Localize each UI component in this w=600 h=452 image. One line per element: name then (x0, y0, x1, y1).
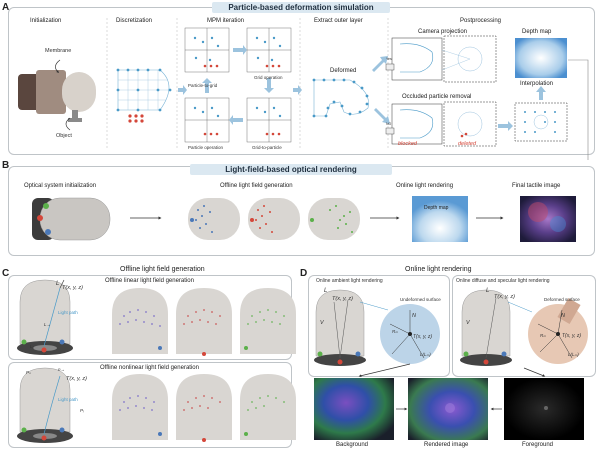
panel-d-ambient-title: Online ambient light rendering (316, 278, 383, 284)
final-tactile-image (520, 196, 576, 242)
light-field-blue (188, 198, 240, 240)
sensor-model (18, 70, 96, 122)
panel-b-letter: B (2, 160, 10, 171)
label-membrane: Membrane (45, 48, 72, 54)
light-field-red (248, 198, 300, 240)
d-Lm-ambient: L(Lₘ) (420, 352, 431, 357)
label-particle-to-grid: Particle-to-grid (188, 83, 218, 88)
d-N-diffuse: N (561, 313, 565, 319)
d-Lm-diffuse: L(Lₘ) (568, 352, 579, 357)
panel-d-letter: D (300, 268, 308, 279)
d-Rm-ambient: Rₘ (392, 329, 399, 334)
label-deformed: Deformed (330, 68, 357, 74)
d-T-diffuse-center: T(x, y, z) (562, 333, 582, 339)
light-field-green (308, 198, 360, 240)
d-undeformed: Undeformed surface (400, 297, 441, 302)
d-N-ambient: N (412, 313, 416, 319)
depth-map-image (515, 38, 567, 78)
step-discretization: Discretization (116, 18, 153, 24)
panel-c-nonlinear-title: Offline nonlinear light field generation (100, 365, 199, 371)
d-T-center: T(x, y, z) (413, 334, 433, 340)
discretization-mesh (116, 68, 172, 123)
label-grid-operation: Grid operation (254, 75, 283, 80)
diffuse-sensor (460, 289, 512, 366)
label-depth-map-a: Depth map (522, 29, 552, 35)
c-T-nonlinear: T(x, y, z) (66, 376, 87, 382)
label-rendered-image: Rendered image (424, 442, 469, 448)
occluded-removal-diagram (385, 101, 497, 147)
d-V-ambient: V (320, 320, 324, 326)
c-L1: L₁ (30, 344, 34, 349)
label-deleted: deleted (458, 141, 477, 147)
step-final-tactile-image: Final tactile image (512, 183, 561, 189)
panel-d-diagram (314, 289, 588, 440)
label-interpolation: Interpolation (520, 81, 554, 87)
d-T-diffuse: T(x, y, z) (494, 294, 515, 300)
step-offline-light-field: Offline light field generation (220, 183, 293, 189)
d-L-ambient: L (324, 288, 328, 294)
panel-c-title: Offline light field generation (120, 266, 205, 273)
ambient-sensor (314, 289, 366, 366)
panel-c-diagram (17, 279, 296, 443)
optical-system-model (32, 197, 111, 241)
c-n: n→ (58, 367, 66, 372)
background-image (314, 378, 394, 440)
d-T-ambient: T(x, y, z) (332, 296, 353, 302)
step-extract-outer-layer: Extract outer layer (314, 18, 363, 24)
d-V-diffuse: V (466, 320, 470, 326)
sensor-nonlinear (17, 367, 73, 443)
step-postprocessing: Postprocessing (460, 18, 502, 24)
panel-d-diffuse-title: Online diffuse and specular light render… (456, 278, 550, 284)
panel-d-ambient-frame (308, 275, 450, 377)
label-background: Background (336, 442, 369, 448)
c-Lvec: L→ (44, 322, 52, 327)
label-foreground: Foreground (522, 442, 554, 448)
label-camera-projection: Camera projection (418, 29, 468, 35)
foreground-image (504, 378, 584, 440)
c-Pn: Pₙ (26, 370, 31, 375)
c-light-path-linear: Light path (58, 310, 78, 315)
c-T-linear: T(x, y, z) (62, 285, 83, 291)
step-initialization: Initialization (30, 18, 62, 24)
d-Rm-diffuse: Rₘ (540, 333, 547, 338)
label-object: Object (56, 133, 72, 139)
panel-b-diagram (32, 196, 576, 242)
sensor-linear (17, 279, 73, 355)
d-L-diffuse: L (486, 288, 490, 294)
label-grid-to-particle: Grid-to-particle (252, 145, 282, 150)
c-L: L (56, 281, 60, 287)
panel-b-title: Light-field-based optical rendering (190, 164, 392, 175)
panel-c-letter: C (2, 268, 10, 279)
label-depth-map-b: Depth map (424, 205, 449, 211)
panel-a-title: Particle-based deformation simulation (212, 2, 390, 13)
depth-map-b-image (412, 196, 468, 242)
panel-d-diffuse-frame (452, 275, 596, 377)
panel-c-linear-title: Offline linear light field generation (105, 278, 194, 284)
c-P: Pᵢ (80, 408, 84, 413)
camera-projection-diagram (385, 35, 497, 83)
step-mpm-iteration: MPM iteration (207, 18, 245, 24)
panel-a-letter: A (2, 2, 10, 13)
c-light-path-nonlinear: Light path (58, 397, 78, 402)
label-no: NO (386, 122, 392, 126)
panel-d-title: Online light rendering (405, 266, 472, 273)
label-particle-operation: Particle operation (188, 145, 224, 150)
light-field-domes (112, 288, 296, 440)
label-blocked: blocked (398, 141, 417, 147)
step-optical-init: Optical system initialization (24, 183, 97, 189)
label-yes: Yes (386, 57, 392, 61)
d-deformed: Deformed surface (544, 297, 580, 302)
deformed-outer-layer (312, 78, 369, 118)
label-occluded-removal: Occluded particle removal (402, 94, 472, 100)
step-online-light-rendering: Online light rendering (396, 183, 454, 189)
panel-a-diagram (18, 18, 589, 160)
